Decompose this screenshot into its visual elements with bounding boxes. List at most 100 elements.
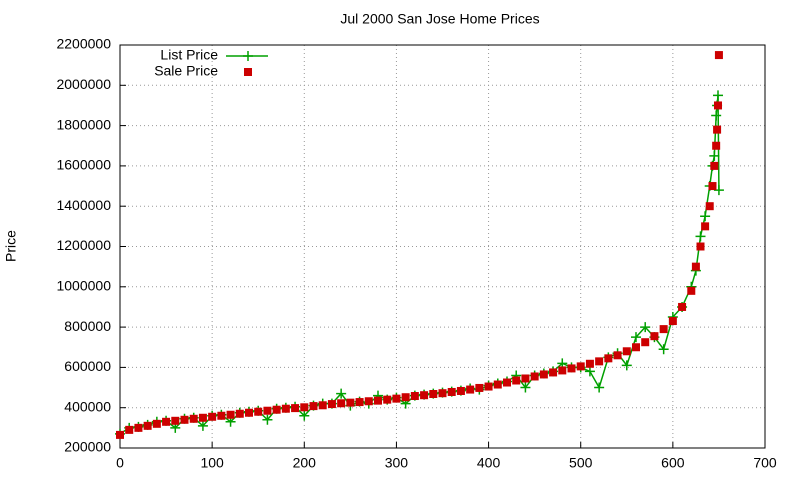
sale-point	[521, 374, 530, 383]
sale-point	[401, 393, 410, 402]
sale-point	[613, 351, 622, 360]
list-point	[336, 388, 347, 399]
sale-point	[466, 385, 475, 394]
y-tick-label: 1400000	[56, 197, 111, 213]
sale-point	[392, 394, 401, 403]
list-point	[584, 366, 595, 377]
y-tick-label: 1800000	[56, 116, 111, 132]
sale-point	[355, 398, 364, 407]
list-point	[713, 90, 724, 101]
y-tick-label: 800000	[64, 318, 111, 334]
chart-title: Jul 2000 San Jose Home Prices	[340, 11, 539, 27]
sale-point	[678, 302, 687, 311]
sale-point	[281, 404, 290, 413]
sale-point	[272, 405, 281, 414]
sale-point	[208, 412, 217, 421]
sale-point	[198, 413, 207, 422]
y-tick-label: 200000	[64, 439, 111, 455]
sale-point	[714, 101, 723, 110]
sale-point	[217, 411, 226, 420]
list-point	[713, 185, 724, 196]
sale-point	[691, 262, 700, 271]
sale-point	[708, 182, 717, 191]
sale-point	[456, 386, 465, 395]
y-tick-label: 1200000	[56, 237, 111, 253]
sale-point	[512, 376, 521, 385]
sale-point	[300, 403, 309, 412]
sale-point	[687, 286, 696, 295]
list-point	[711, 110, 722, 121]
sale-point	[116, 430, 124, 439]
list-point	[197, 420, 208, 431]
sale-point	[125, 425, 134, 434]
sale-point	[713, 125, 722, 134]
list-point	[695, 231, 706, 242]
list-point	[594, 382, 605, 393]
sale-point	[696, 242, 705, 251]
sale-point	[337, 399, 346, 408]
y-tick-label: 2200000	[56, 36, 111, 52]
list-point	[299, 410, 310, 421]
sale-point	[383, 395, 392, 404]
sale-point	[484, 382, 493, 391]
x-tick-label: 100	[200, 455, 224, 471]
list-point	[709, 150, 720, 161]
sale-point	[705, 202, 714, 211]
x-tick-label: 700	[753, 455, 777, 471]
sale-point	[503, 378, 511, 387]
sale-point	[346, 398, 355, 407]
list-point	[658, 344, 669, 355]
x-tick-label: 500	[569, 455, 593, 471]
sale-point	[189, 414, 198, 423]
sale-point	[712, 141, 721, 150]
sale-point	[632, 343, 640, 352]
legend-label: Sale Price	[154, 63, 218, 79]
sale-point	[576, 362, 585, 371]
legend-marker	[243, 51, 253, 61]
list-point	[520, 382, 531, 393]
legend-label: List Price	[160, 47, 218, 63]
y-tick-label: 1000000	[56, 278, 111, 294]
legend-marker	[244, 68, 252, 76]
sale-point	[226, 410, 235, 419]
x-tick-label: 300	[385, 455, 409, 471]
sale-point	[134, 423, 143, 432]
sale-point	[622, 347, 631, 356]
list-point	[621, 360, 632, 371]
y-tick-label: 400000	[64, 398, 111, 414]
sale-point	[567, 364, 576, 373]
y-tick-label: 1600000	[56, 157, 111, 173]
y-tick-label: 600000	[64, 358, 111, 374]
sale-point	[447, 387, 456, 396]
sale-point	[318, 401, 327, 410]
plot-border	[119, 44, 766, 449]
sale-point	[162, 417, 171, 426]
sale-point	[659, 325, 668, 334]
sale-point	[650, 332, 659, 341]
sale-point	[475, 383, 484, 392]
x-tick-label: 0	[116, 455, 124, 471]
sale-point	[263, 406, 272, 415]
sale-point	[291, 404, 300, 413]
sale-point	[254, 407, 263, 416]
sale-point	[420, 391, 429, 400]
sale-point	[549, 368, 558, 377]
x-tick-label: 200	[293, 455, 317, 471]
sale-point	[245, 408, 253, 417]
sale-point	[558, 366, 567, 375]
list-point	[262, 414, 273, 425]
sale-point	[438, 389, 447, 398]
sale-point	[374, 396, 382, 405]
sale-point	[309, 402, 318, 411]
sale-point	[410, 392, 419, 401]
list-point	[631, 332, 641, 343]
sale-point	[595, 357, 604, 366]
y-axis-label: Price	[3, 230, 19, 262]
sale-point	[668, 317, 677, 326]
sale-point	[714, 51, 723, 60]
sale-point	[235, 409, 244, 418]
y-tick-label: 2000000	[56, 76, 111, 92]
sale-point	[429, 389, 438, 398]
sale-point	[604, 354, 613, 363]
sale-point	[701, 222, 710, 231]
